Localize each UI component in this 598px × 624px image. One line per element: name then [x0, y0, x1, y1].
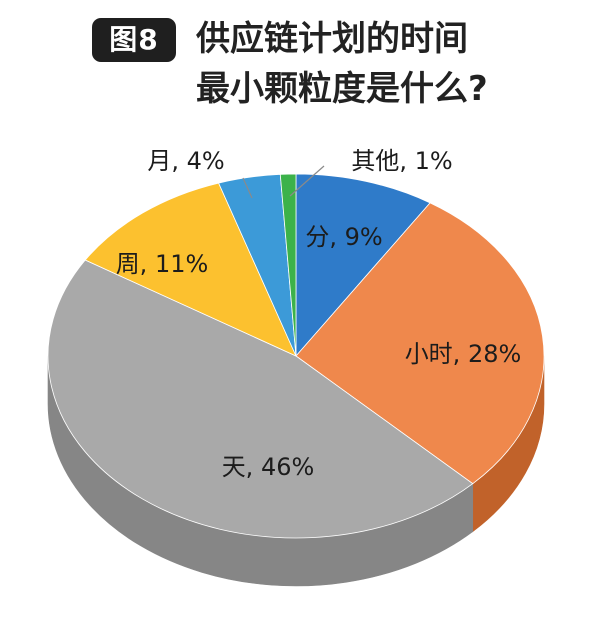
leader-line-其他 — [289, 165, 325, 197]
data-label-月: 月, 4% — [147, 147, 224, 175]
pie-leaders — [242, 165, 325, 199]
chart-title-line-1: 供应链计划的时间 — [196, 19, 468, 59]
figure-badge: 图8 — [92, 18, 176, 62]
chart-title-block: 图8 供应链计划的时间 最小颗粒度是什么? — [0, 0, 598, 130]
data-label-小时: 小时, 28% — [405, 340, 522, 368]
pie-slice-周 — [84, 182, 297, 357]
pie-slice-其他 — [279, 173, 297, 357]
pie-slice-天 — [47, 259, 474, 539]
pie-labels: 分, 9% 小时, 28% 天, 46% 周, 11% 月, 4% 其他, 1% — [116, 147, 522, 481]
data-label-分: 分, 9% — [305, 223, 382, 251]
data-label-天: 天, 46% — [222, 453, 315, 481]
pie-top — [47, 173, 545, 539]
pie-slice-小时 — [295, 202, 545, 485]
data-label-其他: 其他, 1% — [351, 147, 452, 175]
data-label-周: 周, 11% — [116, 250, 209, 278]
pie-slice-分 — [295, 173, 431, 358]
chart-title-line-2: 最小颗粒度是什么? — [196, 69, 488, 109]
leader-line-月 — [242, 177, 253, 199]
